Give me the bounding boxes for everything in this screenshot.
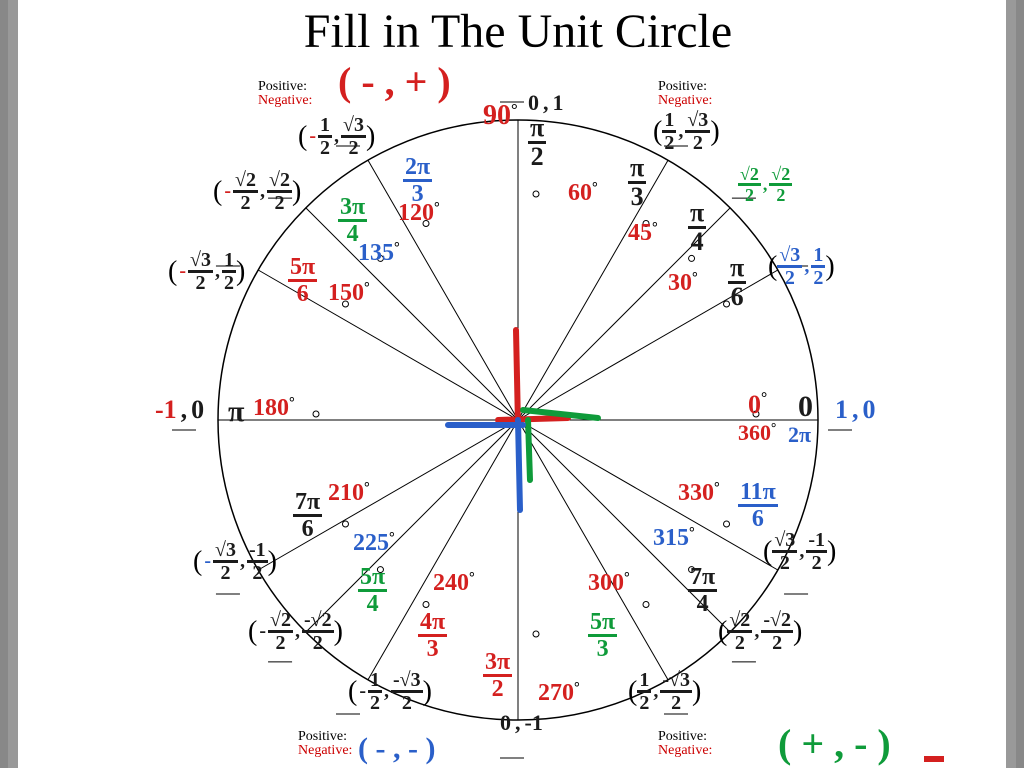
radian-label: 0 [798, 390, 813, 424]
radian-fraction: 11π6 [738, 480, 778, 531]
positive-negative-label: Positive:Negative: [258, 80, 312, 108]
positive-negative-label: Positive:Negative: [658, 730, 712, 758]
degree-label: 45° [628, 220, 658, 247]
quadrant-sign: ( - , + ) [338, 58, 451, 105]
degree-label: 150° [328, 280, 370, 307]
radian-fraction: 5π6 [288, 255, 317, 306]
radian-fraction: π4 [688, 200, 706, 255]
unit-circle-diagram [98, 0, 938, 768]
coordinate-pair: √22,√22 [738, 165, 792, 204]
coordinate-pair: (-√22,√22) [213, 170, 301, 213]
coordinate-pair: (-√22,-√22) [248, 610, 343, 653]
positive-negative-label: Positive:Negative: [298, 730, 352, 758]
coordinate-pair: 0,1 [526, 90, 566, 116]
radian-fraction: 3π4 [338, 195, 367, 246]
degree-label: 30° [668, 270, 698, 297]
coordinate-pair: (-√32,12) [168, 250, 245, 293]
radian-fraction: 7π6 [293, 490, 322, 541]
degree-label: 240° [433, 570, 475, 597]
coordinate-pair: (-12,-√32) [348, 670, 432, 713]
radian-fraction: 7π4 [688, 565, 717, 616]
coordinate-pair: (-12,√32) [298, 115, 375, 158]
degree-label: 180° [253, 395, 295, 422]
coordinate-pair: (12,√32) [653, 110, 720, 153]
coordinate-pair: 1,0 [833, 395, 878, 425]
app-frame: Fill in The Unit Circle Positive:Negativ… [8, 0, 1016, 768]
radian-fraction: 2π [786, 420, 813, 446]
radian-fraction: π3 [628, 155, 646, 210]
degree-label: 0° [748, 390, 767, 420]
stray-mark [924, 756, 944, 762]
degree-label: 90° [483, 100, 518, 132]
positive-negative-label: Positive:Negative: [658, 80, 712, 108]
degree-label: 360° [738, 420, 776, 446]
degree-label: 270° [538, 680, 580, 707]
degree-label: 300° [588, 570, 630, 597]
radian-label: π [228, 395, 244, 429]
degree-label: 60° [568, 180, 598, 207]
coordinate-pair: (√32,12) [768, 245, 835, 288]
radian-fraction: 5π3 [588, 610, 617, 661]
worksheet-page: Fill in The Unit Circle Positive:Negativ… [98, 0, 938, 768]
coordinate-pair: (√22,-√22) [718, 610, 802, 653]
radian-fraction: π2 [528, 115, 546, 170]
coordinate-pair: 0,-1 [498, 710, 545, 736]
coordinate-pair: (√32,-12) [763, 530, 836, 573]
quadrant-sign: ( + , - ) [778, 720, 891, 767]
radian-fraction: 4π3 [418, 610, 447, 661]
quadrant-sign: ( - , - ) [358, 732, 435, 766]
degree-label: 210° [328, 480, 370, 507]
coordinate-pair: -1,0 [153, 395, 206, 425]
radian-fraction: 3π2 [483, 650, 512, 701]
coordinate-pair: (12,-√32) [628, 670, 701, 713]
radian-fraction: 2π3 [403, 155, 432, 206]
degree-label: 330° [678, 480, 720, 507]
coordinate-pair: (-√32,-12) [193, 540, 277, 583]
radian-fraction: π6 [728, 255, 746, 310]
degree-label: 315° [653, 525, 695, 552]
degree-label: 225° [353, 530, 395, 557]
radian-fraction: 5π4 [358, 565, 387, 616]
